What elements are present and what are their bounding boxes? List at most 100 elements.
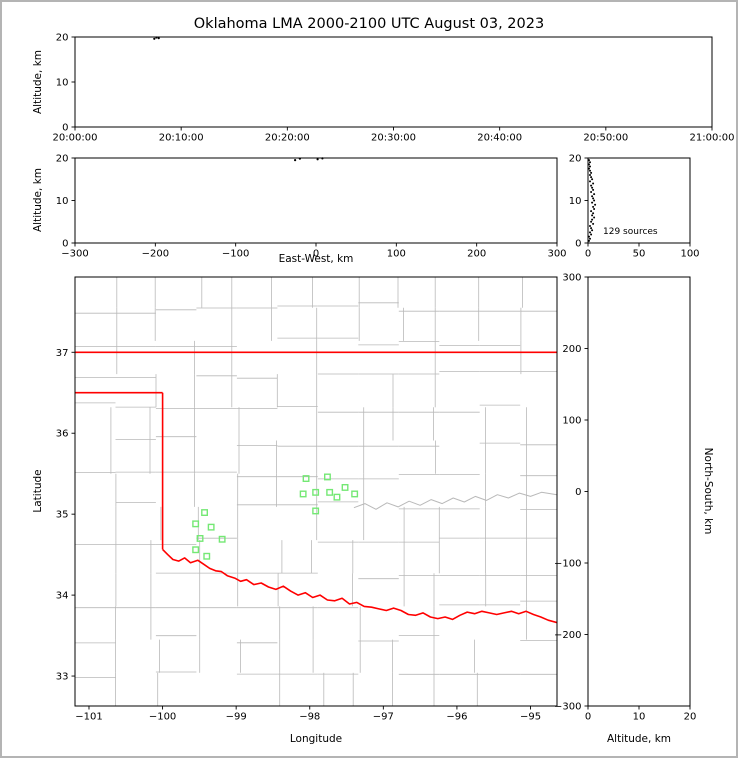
lma-source-dot (298, 157, 301, 160)
x-tick-label: 200 (467, 249, 486, 260)
y-tick-label: 20 (56, 154, 69, 165)
y-tick-label: 10 (56, 78, 69, 89)
histogram-dot (591, 218, 594, 221)
y-tick-label: 33 (56, 672, 69, 683)
lma-station-marker (192, 546, 200, 554)
lma-station-marker (341, 484, 349, 491)
y-tick-label: 10 (56, 196, 69, 207)
map-layer (75, 277, 557, 706)
y-tick-label: −100 (554, 559, 581, 570)
x-tick-label: 0 (313, 249, 319, 260)
histogram-dot (594, 203, 597, 206)
x-tick-label: −98 (299, 712, 320, 723)
histogram-dot (589, 225, 591, 227)
lma-station-marker (196, 535, 204, 542)
y-tick-label: 100 (562, 416, 581, 427)
histogram-dot (588, 235, 590, 238)
histogram-dot (588, 239, 590, 242)
x-tick-label: −200 (142, 249, 169, 260)
histogram-dot (591, 214, 594, 217)
histogram-dot (589, 180, 591, 183)
x-tick-label: −100 (222, 249, 249, 260)
lma-station-marker (333, 493, 341, 501)
y-tick-label: 20 (569, 154, 582, 165)
y-tick-label: 34 (56, 591, 69, 602)
x-tick-label: 0 (585, 712, 591, 723)
x-tick-label: 20:50:00 (583, 133, 628, 144)
y-tick-label: 0 (62, 123, 68, 134)
x-tick-label: −95 (520, 712, 541, 723)
y-tick-label: 10 (569, 196, 582, 207)
river-line (353, 491, 557, 510)
lma-station-marker (302, 475, 310, 482)
lma-station-marker (312, 507, 320, 515)
histogram-dot (590, 184, 593, 187)
y-tick-label: 0 (575, 487, 581, 498)
histogram-dot (591, 229, 594, 232)
ew-height-xlabel: East-West, km (279, 253, 354, 265)
lma-source-dot (157, 37, 160, 40)
lma-source-dot (316, 158, 319, 161)
y-tick-label: 200 (562, 344, 581, 355)
histogram-dot (593, 199, 596, 202)
histogram-dot (591, 186, 594, 189)
x-tick-label: 21:00:00 (690, 133, 735, 144)
x-tick-label: 0 (585, 249, 591, 260)
map-frame (74, 276, 558, 707)
x-tick-label: 50 (633, 249, 646, 260)
lma-source-dot (153, 37, 156, 40)
x-tick-label: 20:00:00 (53, 133, 98, 144)
lma-source-dot (294, 159, 297, 162)
x-tick-label: −101 (75, 712, 102, 723)
lma-source-dot (155, 36, 158, 39)
histogram-dot (589, 165, 591, 168)
histogram-dot (588, 163, 590, 166)
figure-title: Oklahoma LMA 2000-2100 UTC August 03, 20… (194, 16, 544, 32)
x-tick-label: 20:30:00 (371, 133, 416, 144)
lma-station-marker (192, 520, 200, 528)
histogram-annotation: 129 sources (603, 227, 658, 237)
y-tick-label: 0 (575, 239, 581, 250)
lma-station-marker (324, 473, 331, 481)
y-tick-label: 37 (56, 348, 69, 359)
lma-source-dot (321, 157, 324, 160)
histogram-dot (589, 237, 591, 240)
y-tick-label: 300 (562, 273, 581, 284)
state-border-red-river (162, 548, 557, 624)
y-tick-label: 35 (56, 510, 69, 521)
y-tick-label: 0 (62, 239, 68, 250)
x-tick-label: −300 (61, 249, 88, 260)
x-tick-label: −97 (373, 712, 394, 723)
ns-height-xlabel: Altitude, km (607, 733, 671, 745)
histogram-dot (590, 210, 593, 213)
lma-station-marker (326, 488, 334, 496)
histogram-dot (589, 161, 591, 164)
y-tick-label: 36 (56, 429, 69, 440)
histogram-dot (593, 208, 596, 210)
render-layer: 20:00:00 20:10:00 20:20:00 20:30:00 20:40:00… (53, 33, 735, 723)
x-tick-label: 300 (547, 249, 566, 260)
lma-station-marker (218, 535, 226, 543)
y-tick-label: −200 (554, 630, 581, 641)
histogram-dot (592, 182, 595, 185)
histogram-dot (590, 220, 593, 223)
histogram-dot (592, 197, 595, 200)
x-tick-label: −100 (149, 712, 176, 723)
histogram-dot (591, 178, 594, 181)
histogram-dot (592, 205, 595, 208)
histogram-dot (593, 193, 596, 196)
lma-station-marker (351, 490, 359, 498)
x-tick-label: 100 (387, 249, 406, 260)
x-tick-label: 20 (684, 712, 697, 723)
histogram-dot (591, 195, 594, 198)
histogram-dot (590, 191, 593, 193)
x-tick-label: 20:10:00 (159, 133, 204, 144)
y-tick-label: 20 (56, 33, 69, 44)
lma-station-marker (203, 552, 211, 560)
x-tick-label: −99 (226, 712, 247, 723)
lma-station-marker (299, 490, 307, 498)
histogram-dot (592, 188, 595, 191)
histogram-dot (593, 216, 596, 219)
